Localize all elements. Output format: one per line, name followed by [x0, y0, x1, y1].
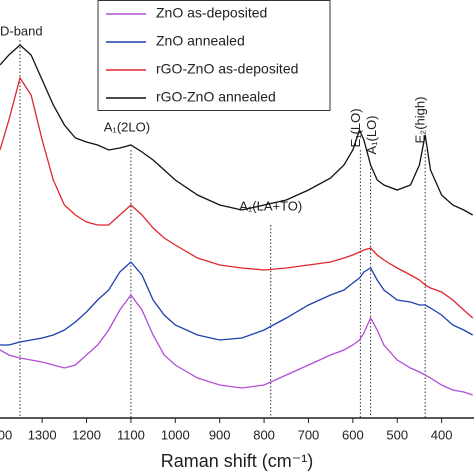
x-tick-label: 800 — [253, 427, 275, 442]
annotation: D-band — [0, 23, 43, 38]
series-line — [0, 44, 474, 216]
annotation: A₁(2LO) — [104, 119, 150, 134]
x-tick-label: 400 — [431, 427, 453, 442]
x-tick-label: 500 — [386, 427, 408, 442]
x-tick-label: 900 — [209, 427, 231, 442]
series-line — [0, 293, 473, 396]
x-tick-label: 1100 — [117, 427, 145, 442]
annotation: A₁(LA+TO) — [239, 198, 302, 213]
legend-label: ZnO as-deposited — [156, 5, 267, 21]
x-axis-label: Raman shift (cm⁻¹) — [161, 451, 314, 471]
legend-box — [97, 0, 331, 111]
legend-label: rGO-ZnO annealed — [156, 89, 276, 105]
series-line — [0, 76, 474, 319]
x-tick-label: 1000 — [161, 427, 190, 442]
x-tick-label: 1200 — [72, 427, 101, 442]
x-tick-label: 1300 — [28, 427, 57, 442]
x-tick-label: 1400 — [0, 427, 12, 442]
annotation: E₂(high) — [413, 97, 428, 144]
legend-label: ZnO annealed — [156, 33, 245, 49]
annotation: A₁(LO) — [364, 115, 379, 154]
x-tick-label: 600 — [342, 427, 364, 442]
legend-label: rGO-ZnO as-deposited — [156, 61, 298, 77]
annotation: E₁(LO) — [348, 108, 363, 147]
x-tick-label: 700 — [298, 427, 320, 442]
series-line — [0, 261, 474, 346]
